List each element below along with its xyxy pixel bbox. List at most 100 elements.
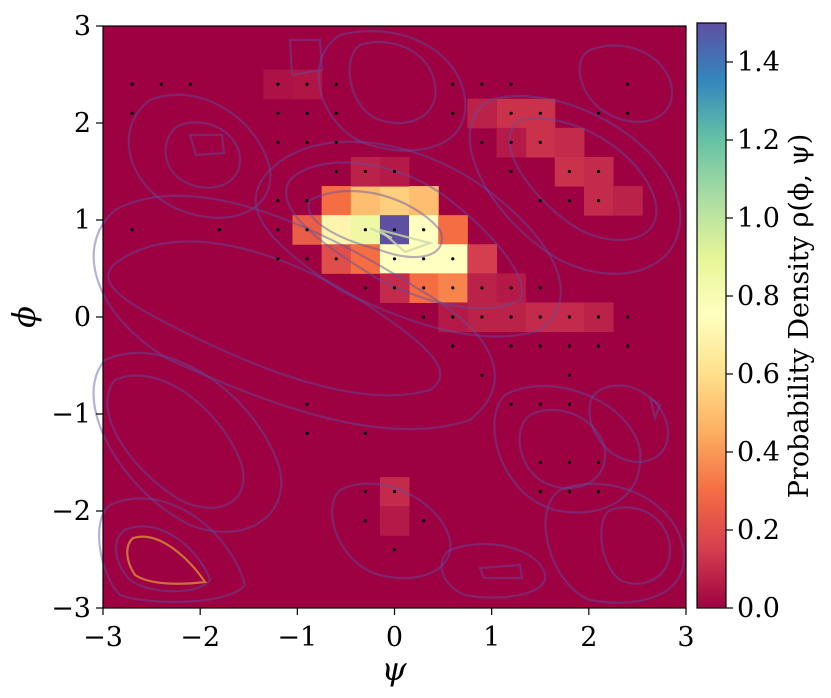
sample-point bbox=[422, 519, 426, 523]
contour-line bbox=[600, 506, 672, 585]
sample-point bbox=[596, 199, 601, 203]
sample-point bbox=[509, 169, 513, 174]
sample-point bbox=[159, 82, 163, 86]
colorbar-label: Probability Density ρ(ϕ, ψ) bbox=[784, 134, 815, 498]
plot-area bbox=[92, 25, 687, 609]
sample-point bbox=[596, 111, 601, 115]
heatmap-cell bbox=[613, 186, 643, 216]
y-tick-label: −3 bbox=[51, 593, 91, 624]
heatmap-cell bbox=[321, 186, 352, 216]
sample-point bbox=[626, 344, 630, 348]
sample-point bbox=[363, 519, 367, 523]
sample-point bbox=[363, 169, 367, 174]
x-tick-label: −2 bbox=[180, 622, 220, 653]
sample-point bbox=[538, 460, 542, 465]
contour-line bbox=[92, 194, 496, 431]
y-tick-label: 3 bbox=[74, 11, 91, 42]
contour-line bbox=[379, 228, 434, 254]
heatmap-cell bbox=[321, 215, 352, 245]
sample-point bbox=[334, 82, 338, 86]
sample-point bbox=[451, 286, 455, 290]
x-tick-label: −1 bbox=[277, 622, 317, 653]
sample-point bbox=[451, 315, 455, 319]
sample-point bbox=[130, 111, 134, 115]
colorbar-ticks: 0.0 0.2 0.4 0.6 0.8 1.0 1.2 1.4 bbox=[726, 47, 780, 624]
sample-point bbox=[538, 344, 542, 348]
sample-point bbox=[334, 140, 338, 144]
sample-point bbox=[305, 111, 309, 115]
contour-line bbox=[114, 525, 212, 593]
sample-point bbox=[509, 286, 513, 290]
sample-point bbox=[509, 315, 513, 319]
contour-line bbox=[544, 482, 686, 604]
sample-point bbox=[538, 111, 542, 115]
x-tick-label: 2 bbox=[580, 622, 597, 653]
sample-point bbox=[451, 344, 455, 348]
colorbar-tick-label: 1.2 bbox=[737, 125, 780, 156]
sample-point bbox=[305, 431, 309, 435]
sample-point bbox=[480, 373, 484, 377]
contour-line bbox=[478, 563, 524, 580]
heatmap-cell bbox=[554, 127, 585, 158]
contour-line bbox=[578, 44, 674, 123]
heatmap-cell bbox=[409, 186, 439, 216]
sample-point bbox=[480, 286, 484, 290]
sample-point bbox=[626, 315, 630, 319]
sample-point bbox=[596, 169, 601, 174]
sample-point bbox=[363, 228, 367, 232]
sample-point bbox=[567, 373, 572, 377]
sample-point bbox=[567, 460, 572, 465]
contour-line bbox=[92, 351, 283, 534]
x-tick-label: 1 bbox=[483, 622, 500, 653]
contour-highlights bbox=[126, 226, 434, 585]
sample-point bbox=[305, 402, 309, 406]
contour-line bbox=[348, 40, 437, 125]
sample-point bbox=[334, 257, 338, 261]
y-tick-label: 0 bbox=[74, 302, 91, 333]
sample-point bbox=[334, 111, 338, 115]
sample-point bbox=[451, 111, 455, 115]
sample-point bbox=[626, 111, 630, 115]
contour-line bbox=[331, 482, 452, 580]
contour-line bbox=[106, 374, 245, 509]
contour-line bbox=[518, 408, 607, 490]
sample-point bbox=[509, 82, 513, 86]
colorbar-tick-label: 0.0 bbox=[737, 593, 780, 624]
y-tick-label: −2 bbox=[51, 496, 91, 527]
sample-point bbox=[509, 402, 513, 406]
x-axis: −3 −2 −1 0 1 2 3 bbox=[83, 608, 695, 653]
sample-point bbox=[567, 169, 572, 174]
sample-point bbox=[596, 315, 601, 319]
y-tick-label: 2 bbox=[74, 108, 91, 139]
sample-point bbox=[567, 344, 572, 348]
sample-point bbox=[596, 460, 601, 465]
sample-point bbox=[363, 431, 367, 435]
contour-line bbox=[288, 38, 324, 77]
sample-point bbox=[218, 228, 222, 232]
sample-point bbox=[276, 228, 280, 232]
sample-point bbox=[392, 228, 397, 232]
sample-point bbox=[538, 402, 542, 406]
contour-line bbox=[254, 140, 562, 338]
sample-point bbox=[567, 199, 572, 203]
sample-point bbox=[509, 344, 513, 348]
sample-point bbox=[363, 490, 367, 494]
contour-line bbox=[164, 121, 242, 189]
x-tick-label: 0 bbox=[386, 622, 403, 653]
sample-point bbox=[567, 315, 572, 319]
contour-line bbox=[493, 385, 642, 514]
heatmap-cell bbox=[379, 506, 410, 536]
sample-point bbox=[567, 490, 572, 494]
sample-point bbox=[596, 490, 601, 494]
sample-point bbox=[363, 286, 367, 290]
sample-point bbox=[567, 402, 572, 406]
sample-point bbox=[422, 257, 426, 261]
sample-point bbox=[276, 257, 280, 261]
sample-point bbox=[451, 257, 455, 261]
colorbar-tick-label: 0.8 bbox=[737, 281, 780, 312]
colorbar-tick-label: 0.6 bbox=[737, 359, 780, 390]
sample-point bbox=[538, 140, 542, 144]
sample-point bbox=[305, 257, 309, 261]
y-tick-label: 1 bbox=[74, 205, 91, 236]
